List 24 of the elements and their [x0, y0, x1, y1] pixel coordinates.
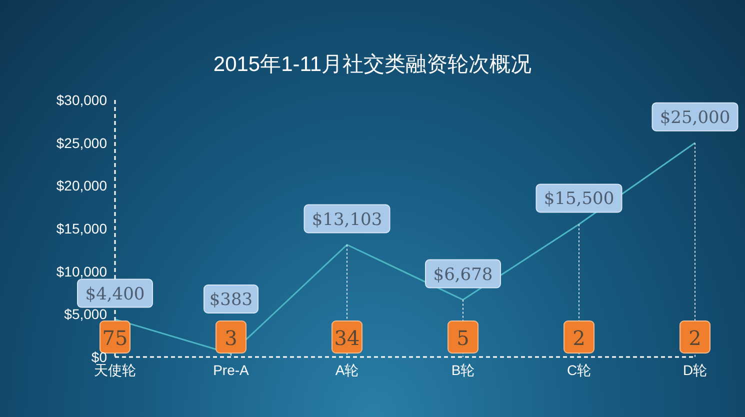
y-tick-label: $25,000: [56, 134, 108, 151]
data-label: $15,500: [544, 189, 614, 210]
x-tick-label: A轮: [335, 362, 359, 378]
annotation: 5: [456, 326, 470, 350]
data-label: $4,400: [85, 284, 145, 304]
x-tick-label: C轮: [566, 362, 592, 378]
y-tick-label: $30,000: [56, 92, 108, 108]
x-tick-label: B轮: [451, 362, 475, 378]
y-tick-label: $5,000: [64, 306, 108, 322]
annotation: 2: [572, 326, 586, 350]
x-tick-label: Pre-A: [213, 362, 250, 378]
x-tick-label: D轮: [682, 362, 708, 378]
data-label: $6,678: [433, 264, 493, 285]
annotation: 34: [334, 326, 360, 350]
data-label: $383: [209, 290, 253, 310]
annotation: 2: [688, 326, 702, 350]
y-tick-label: $15,000: [56, 220, 108, 236]
annotation: 75: [102, 326, 128, 350]
y-tick-label: $10,000: [56, 263, 108, 280]
data-label: $25,000: [660, 108, 730, 128]
data-label: $13,103: [312, 210, 382, 230]
y-tick-label: $20,000: [56, 178, 108, 194]
annotation: 3: [224, 326, 238, 350]
chart-title: 2015年1-11月社交类融资轮次概况: [212, 52, 533, 78]
